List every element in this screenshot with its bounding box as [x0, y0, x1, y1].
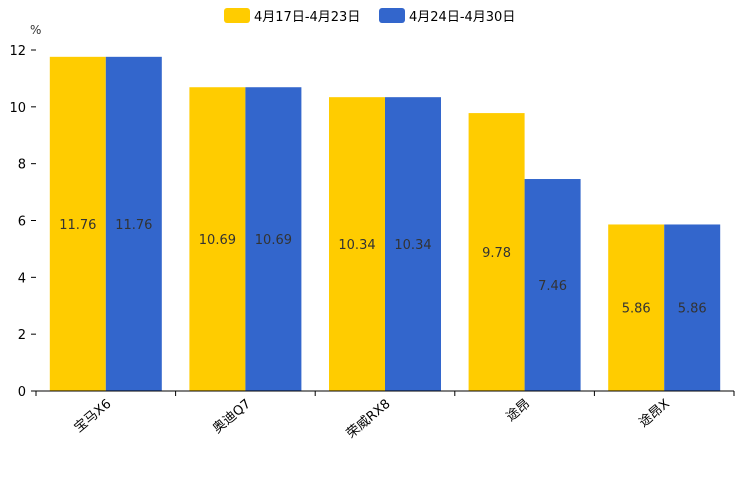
- legend: 4月17日-4月23日 4月24日-4月30日: [224, 8, 515, 25]
- bar-1: [329, 97, 385, 392]
- x-axis: 宝马X6 奥迪Q7 荣威RX8 途昂 途昂X: [35, 390, 735, 442]
- bar-2: [664, 224, 721, 391]
- data-label: 7.46: [538, 279, 567, 294]
- y-tick-label: 6: [18, 215, 26, 230]
- bar-1: [49, 56, 106, 391]
- x-tick-label: 途昂: [503, 396, 533, 425]
- data-label: 11.76: [59, 218, 96, 233]
- y-axis-label: %: [30, 23, 41, 37]
- y-axis: 0 2 4 6 8 10 12: [9, 44, 36, 400]
- y-tick-label: 2: [18, 328, 26, 343]
- bar-2: [524, 179, 581, 391]
- x-tick-label: 荣威RX8: [344, 397, 394, 442]
- bar-2: [385, 97, 441, 392]
- bar-1: [189, 87, 246, 391]
- data-label: 10.34: [394, 238, 431, 253]
- bar-2: [245, 87, 302, 391]
- legend-swatch: [379, 8, 405, 23]
- y-tick-label: 12: [9, 44, 26, 59]
- legend-entry: 4月17日-4月23日: [254, 10, 360, 25]
- data-label: 9.78: [482, 246, 511, 261]
- data-label: 10.34: [338, 238, 375, 253]
- data-label: 11.76: [115, 218, 152, 233]
- legend-entry: 4月24日-4月30日: [409, 10, 515, 25]
- x-tick-label: 途昂X: [636, 396, 673, 431]
- x-tick-label: 奥迪Q7: [210, 397, 254, 437]
- y-tick-label: 0: [18, 385, 26, 400]
- bars: 11.76 11.76 10.69 10.69 10.34 10.34 9.78 7.46 5.…: [49, 56, 721, 392]
- y-tick-label: 4: [18, 271, 26, 286]
- x-tick-label: 宝马X6: [72, 397, 115, 436]
- data-label: 10.69: [255, 233, 292, 248]
- bar-2: [105, 56, 162, 391]
- bar-1: [608, 224, 665, 391]
- y-tick-label: 8: [18, 158, 26, 173]
- data-label: 5.86: [678, 302, 707, 317]
- data-label: 10.69: [199, 233, 236, 248]
- data-label: 5.86: [622, 302, 651, 317]
- bar-1: [468, 113, 525, 392]
- legend-swatch: [224, 8, 250, 23]
- y-tick-label: 10: [9, 101, 26, 116]
